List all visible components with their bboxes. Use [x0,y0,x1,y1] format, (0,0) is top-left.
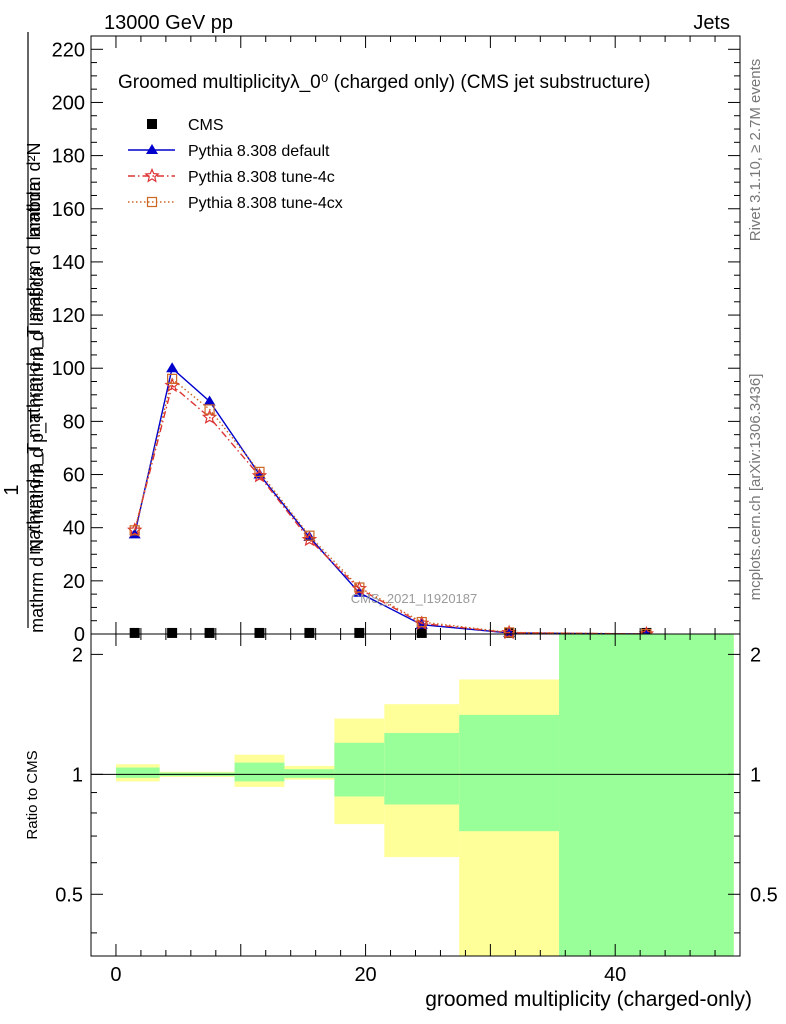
y-label-top: mathrm d²N [24,142,44,237]
legend-label-cms: CMS [188,117,224,134]
x-tick-label: 20 [354,964,376,986]
data-point-pythia-8-308-tune-4c [201,409,218,424]
series-line-pythia-8-308-tune-4cx [134,377,647,635]
ratio-frame [90,633,741,957]
main-y-tick-label: 120 [52,305,85,327]
chart-title: Groomed multiplicityλ_0⁰ (charged only) … [118,72,650,93]
data-point-pythia-8-308-tune-4cx [204,404,215,415]
y-label-denominator: mathrm d N / mathrm d p_T mathrm d lambd… [27,266,48,633]
main-y-tick-label: 200 [52,92,85,114]
main-y-label: mathrm d²N mathrm d p_T mathrm d p_T mat… [1,32,48,633]
x-tick-label: 0 [110,964,121,986]
data-point-pythia-8-308-default [203,395,216,406]
ratio-bands [91,634,740,956]
data-point-pythia-8-308-tune-4cx [354,582,365,593]
data-point-pythia-8-308-tune-4cx [167,373,178,384]
main-y-tick-label: 80 [63,411,85,433]
data-point-pythia-8-308-tune-4cx [504,627,515,638]
data-point-cms [204,627,215,638]
ratio-y-tick-label-right: 2 [750,644,761,666]
ratio-y-label: Ratio to CMS [24,750,41,839]
data-point-pythia-8-308-tune-4cx [304,530,315,541]
main-y-tick-label: 220 [52,39,85,61]
legend-marker-pythia-8-308-default [146,144,158,154]
ratio-band-inner [334,742,385,797]
data-point-cms [254,627,265,638]
ratio-y-tick-label-right: 0.5 [750,884,778,906]
legend-label-pythia-8-308-default: Pythia 8.308 default [188,143,330,160]
side-text-top: Rivet 3.1.10, ≥ 2.7M events [747,59,764,242]
ratio-panel: 0 20 40 0.5 0.5 1 1 2 2 Ratio to CMS groomed mul… [24,633,778,1011]
ratio-band-inner [384,732,460,805]
ratio-y-tick-label: 0.5 [55,884,83,906]
ratio-y-tick-label-right: 1 [750,764,761,786]
main-panel: 0 20 40 60 80 100 120 140 160 180 200 220 Groomed m… [1,32,741,646]
ratio-axes: 0 20 40 0.5 0.5 1 1 2 2 [55,634,778,986]
ratio-band-inner [115,767,160,778]
legend-marker-pythia-8-308-tune-4c [144,167,160,183]
main-axes: 0 20 40 60 80 100 120 140 160 180 200 220 [52,35,741,646]
watermark: CMS_2021_I1920187 [351,591,478,606]
data-point-pythia-8-308-tune-4cx [254,466,265,477]
ratio-band-inner [284,769,335,778]
data-point-cms [354,627,365,638]
data-point-pythia-8-308-tune-4cx [129,525,140,536]
main-y-tick-label: 140 [52,252,85,274]
x-tick-label: 40 [604,964,626,986]
main-y-tick-label: 180 [52,146,85,168]
main-y-tick-label: 20 [63,571,85,593]
legend-marker-cms [147,119,157,129]
data-point-cms [129,627,140,638]
ratio-band-inner [459,714,560,832]
legend-label-pythia-8-308-tune-4cx: Pythia 8.308 tune-4cx [188,195,343,212]
data-point-pythia-8-308-default [166,362,179,373]
ratio-y-tick-label: 2 [72,644,83,666]
legend: CMS Pythia 8.308 default Pythia 8.308 tune… [128,117,343,212]
ratio-band-inner [234,762,285,782]
legend-label-pythia-8-308-tune-4c: Pythia 8.308 tune-4c [188,169,335,186]
main-y-tick-label: 100 [52,358,85,380]
y-label-numerator: 1 [1,484,23,495]
side-text-bottom: mcplots.cern.ch [arXiv:1306.3436] [747,374,764,601]
ratio-band-inner [559,634,734,956]
x-axis-label: groomed multiplicity (charged-only) [425,988,752,1011]
data-point-cms [167,627,178,638]
ratio-y-tick-label: 1 [72,764,83,786]
main-y-tick-label: 60 [63,465,85,487]
main-y-tick-label: 0 [74,624,85,646]
data-point-pythia-8-308-tune-4cx [416,616,427,628]
main-y-tick-label: 40 [63,518,85,540]
main-y-tick-label: 160 [52,199,85,221]
y-label-mid: mathrm d p_T mathrm d p_T mathrm d lambd… [24,180,45,554]
header-left: 13000 GeV pp [104,12,233,34]
data-point-cms [304,627,315,638]
data-point-cms [416,627,427,638]
legend-marker-pythia-8-308-tune-4cx [146,196,158,208]
series-line-pythia-8-308-tune-4c [134,384,647,635]
header-right: Jets [693,12,730,34]
